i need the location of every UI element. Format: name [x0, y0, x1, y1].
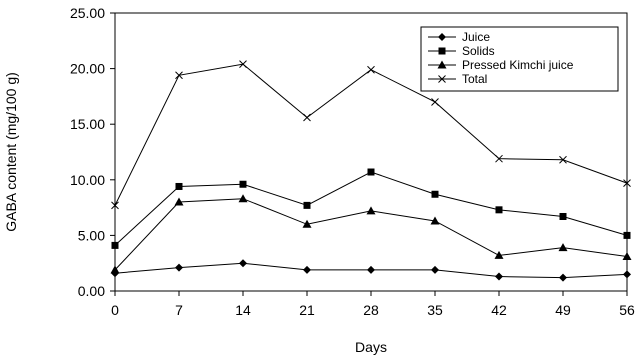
data-point-solids — [175, 182, 183, 190]
x-tick-label: 49 — [555, 302, 571, 318]
data-point-solids — [431, 190, 439, 198]
plot-area: 0.00 5.00 10.00 15.00 20.00 25.00 0 7 14 21 28 35 42… — [70, 5, 635, 318]
data-point-juice — [559, 273, 567, 282]
x-tick-label: 42 — [491, 302, 507, 318]
data-point-pressed-kimchi-juice — [238, 194, 248, 203]
x-tick-label: 28 — [363, 302, 379, 318]
data-point-juice — [431, 265, 439, 274]
y-axis-title: GABA content (mg/100 g) — [3, 72, 19, 232]
data-point-total — [623, 179, 631, 187]
x-tick-label: 7 — [175, 302, 183, 318]
data-point-juice — [367, 265, 375, 274]
data-point-total — [239, 60, 247, 69]
data-point-juice — [623, 270, 631, 279]
data-point-pressed-kimchi-juice — [622, 252, 632, 261]
data-point-pressed-kimchi-juice — [558, 243, 568, 252]
legend-marker-solids — [438, 47, 446, 55]
legend-label-solids: Solids — [462, 44, 495, 58]
x-tick-label: 35 — [427, 302, 443, 318]
data-point-solids — [367, 168, 375, 176]
data-point-total — [559, 155, 567, 164]
y-tick-label: 0.00 — [78, 283, 105, 299]
legend-label-pressed-kimchi-juice: Pressed Kimchi juice — [462, 58, 574, 72]
x-tick-label: 14 — [235, 302, 251, 318]
data-point-total — [175, 71, 183, 80]
data-point-solids — [495, 206, 503, 214]
data-point-pressed-kimchi-juice — [302, 219, 312, 228]
x-tick-label: 21 — [299, 302, 315, 318]
data-point-total — [495, 154, 503, 163]
legend-marker-pressed-kimchi-juice — [437, 60, 447, 69]
data-point-total — [303, 113, 311, 122]
y-tick-label: 5.00 — [78, 227, 105, 243]
data-point-pressed-kimchi-juice — [174, 197, 184, 206]
data-point-solids — [623, 231, 631, 239]
x-tick-label: 56 — [619, 302, 635, 318]
y-tick-label: 15.00 — [70, 116, 105, 132]
legend-label-juice: Juice — [462, 30, 490, 44]
data-point-pressed-kimchi-juice — [110, 265, 120, 274]
data-point-pressed-kimchi-juice — [430, 216, 440, 225]
data-point-solids — [239, 180, 247, 188]
data-point-juice — [303, 265, 311, 274]
data-point-total — [367, 65, 375, 74]
data-point-solids — [111, 241, 119, 249]
y-tick-label: 20.00 — [70, 61, 105, 77]
y-tick-label: 25.00 — [70, 5, 105, 21]
y-tick-label: 10.00 — [70, 172, 105, 188]
legend-marker-total — [438, 75, 446, 83]
data-point-pressed-kimchi-juice — [366, 206, 376, 215]
legend-label-total: Total — [462, 72, 487, 86]
data-point-juice — [239, 259, 247, 268]
legend-marker-juice — [438, 33, 446, 41]
x-tick-label: 0 — [111, 302, 119, 318]
data-point-solids — [303, 201, 311, 209]
data-point-juice — [175, 263, 183, 272]
data-point-total — [431, 98, 439, 106]
data-point-juice — [495, 272, 503, 281]
legend-box — [420, 26, 619, 92]
x-axis-title: Days — [355, 339, 387, 355]
data-point-pressed-kimchi-juice — [494, 250, 504, 259]
data-point-total — [111, 201, 119, 210]
data-point-solids — [559, 212, 567, 220]
